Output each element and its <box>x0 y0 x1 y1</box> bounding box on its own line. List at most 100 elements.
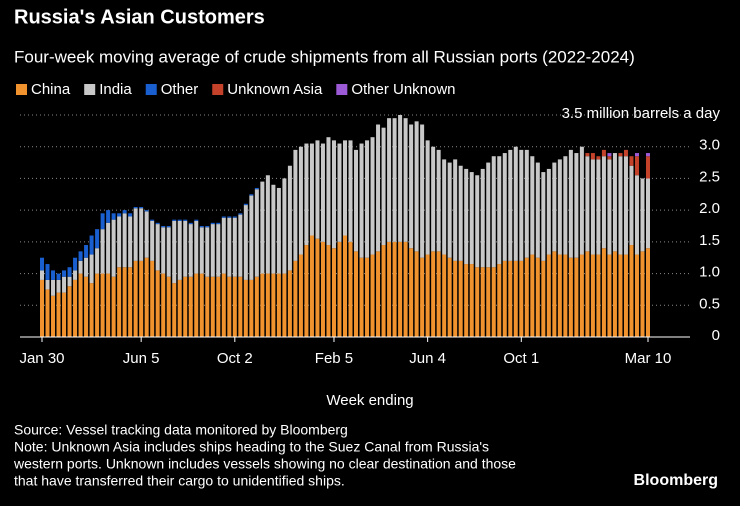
bar-segment <box>409 124 414 249</box>
bar-segment <box>541 172 546 261</box>
bar-segment <box>199 273 204 337</box>
bar-segment <box>128 213 133 217</box>
bar-segment <box>629 165 634 246</box>
bar-segment <box>381 245 386 337</box>
bar-segment <box>574 153 579 258</box>
y-tick-label: 2.5 <box>699 168 720 185</box>
bar-segment <box>293 260 298 337</box>
bar-segment <box>359 143 364 258</box>
bar-segment <box>106 273 111 337</box>
bar-segment <box>376 251 381 337</box>
bar-segment <box>535 257 540 337</box>
bar-segment <box>486 267 491 337</box>
bar-segment <box>84 245 89 258</box>
bar-segment <box>453 260 458 337</box>
bar-segment <box>585 156 590 252</box>
bar-segment <box>420 124 425 258</box>
bar-segment <box>623 149 628 157</box>
bar-segment <box>161 226 166 228</box>
bar-segment <box>392 241 397 337</box>
bar-segment <box>84 276 89 337</box>
bar-segment <box>480 267 485 337</box>
bar-segment <box>431 251 436 337</box>
bar-segment <box>133 208 138 261</box>
bar-segment <box>40 257 44 271</box>
bar-segment <box>618 153 623 157</box>
bar-segment <box>282 273 287 337</box>
bar-segment <box>177 279 182 337</box>
bar-segment <box>62 276 67 293</box>
bar-segment <box>221 217 226 274</box>
bar-segment <box>343 140 347 236</box>
bar-segment <box>420 257 425 337</box>
bar-segment <box>315 238 320 337</box>
x-tick-label: Feb 5 <box>315 350 353 367</box>
bar-segment <box>95 248 100 274</box>
bar-segment <box>144 257 149 337</box>
bar-segment <box>249 279 254 337</box>
bar-segment <box>100 273 105 337</box>
chart-subtitle: Four-week moving average of crude shipme… <box>14 47 635 66</box>
bar-segment <box>150 219 155 221</box>
bar-segment <box>563 156 568 255</box>
bar-segment <box>133 260 138 337</box>
bar-segment <box>309 235 314 337</box>
bar-segment <box>458 260 463 337</box>
bar-segment <box>634 175 639 255</box>
bar-segment <box>574 257 579 337</box>
note: that have transferred their cargo to uni… <box>14 473 345 489</box>
chart-title: Russia's Asian Customers <box>14 6 265 28</box>
bar-segment <box>596 159 601 255</box>
bar-segment <box>315 140 320 239</box>
bar-segment <box>133 206 138 209</box>
bar-segment <box>106 210 111 223</box>
bar-segment <box>480 168 485 268</box>
bar-segment <box>524 149 529 258</box>
bar-segment <box>78 251 83 261</box>
bar-segment <box>177 220 182 280</box>
bar-segment <box>557 159 562 255</box>
y-tick-label: 0 <box>712 327 720 344</box>
bar-segment <box>210 224 215 277</box>
bar-segment <box>45 289 50 337</box>
bar-segment <box>172 220 177 284</box>
bar-segment <box>453 159 458 261</box>
bar-segment <box>265 175 270 274</box>
bar-segment <box>524 257 529 337</box>
bar-segment <box>51 279 56 296</box>
bar-segment <box>464 264 469 337</box>
bar-segment <box>634 156 639 176</box>
bar-segment <box>67 286 72 337</box>
bar-segment <box>365 257 370 337</box>
bar-segment <box>56 279 61 293</box>
bar-segment <box>232 276 237 337</box>
bar-segment <box>260 273 265 337</box>
bar-segment <box>106 222 111 274</box>
y-tick-label: 3.5 million barrels a day <box>562 105 721 122</box>
bar-segment <box>232 217 237 277</box>
bar-segment <box>155 270 160 337</box>
bar-segment <box>144 210 149 212</box>
bar-segment <box>183 220 188 277</box>
bar-segment <box>199 226 204 228</box>
bar-segment <box>56 292 61 337</box>
bar-segment <box>425 140 430 255</box>
bar-segment <box>210 222 215 225</box>
bar-segment <box>128 267 133 337</box>
bar-segment <box>89 283 94 337</box>
bar-segment <box>309 143 314 236</box>
bar-segment <box>442 254 447 337</box>
bar-segment <box>265 273 270 337</box>
bar-segment <box>618 156 623 255</box>
bar-segment <box>216 224 221 277</box>
bar-segment <box>100 229 105 274</box>
bar-segment <box>271 273 276 337</box>
legend-swatch <box>212 84 224 95</box>
bar-segment <box>585 153 590 157</box>
bar-segment <box>486 162 491 268</box>
bar-segment <box>387 241 392 337</box>
bar-segment <box>640 251 645 337</box>
bar-segment <box>541 260 546 337</box>
bar-segment <box>221 273 226 337</box>
bar-segment <box>519 149 524 261</box>
